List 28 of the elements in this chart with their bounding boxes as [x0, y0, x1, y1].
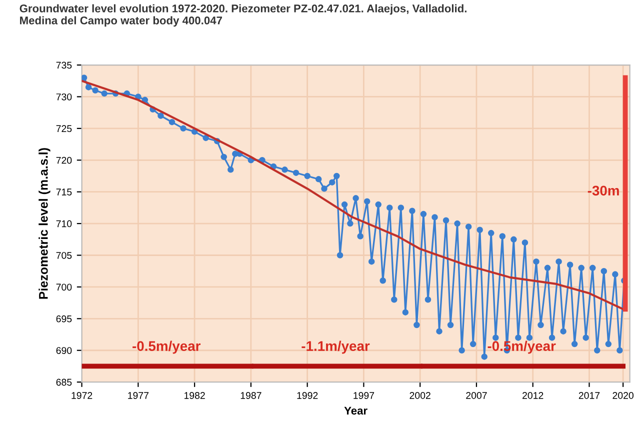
- y-tick-label: 685: [56, 378, 72, 386]
- y-tick-label: 715: [56, 188, 72, 196]
- y-tick-label: 720: [56, 156, 72, 164]
- x-axis-title: Year: [344, 406, 368, 415]
- x-tick-label: 1997: [354, 392, 374, 399]
- x-tick-label: 2020: [612, 392, 634, 399]
- x-tick-label: 2017: [578, 392, 600, 399]
- y-tick-label: 700: [56, 284, 72, 291]
- x-tick-label: 1987: [240, 392, 262, 399]
- y-tick-label: 710: [56, 220, 72, 228]
- y-tick-label: 695: [56, 315, 72, 322]
- x-tick-label: 1977: [128, 392, 148, 399]
- y-tick-label: 705: [56, 252, 72, 259]
- x-tick-label: 2012: [522, 392, 544, 399]
- annotation: -1.1m/year: [302, 340, 370, 354]
- x-tick-label: 1982: [184, 392, 205, 399]
- x-tick-label: 1972: [72, 392, 92, 399]
- x-tick-label: 2002: [410, 392, 430, 399]
- y-tick-label: 735: [56, 62, 72, 69]
- x-tick-label: 1992: [297, 392, 318, 399]
- annotation: -0.5m/year: [132, 340, 201, 354]
- y-tick-label: 730: [56, 93, 72, 100]
- annotation: -30m: [588, 186, 619, 196]
- y-tick-label: 690: [56, 347, 72, 354]
- chart-title: Groundwater level evolution 1972-2020. Piezometer PZ-02.47.021. Alaejos, Valladolid. Medina del Campo water body 400.047: [20, 4, 466, 27]
- x-tick-label: 2007: [466, 392, 487, 399]
- y-axis-title: Piezometric level (m.a.s.l): [38, 148, 50, 299]
- y-tick-label: 725: [56, 125, 72, 132]
